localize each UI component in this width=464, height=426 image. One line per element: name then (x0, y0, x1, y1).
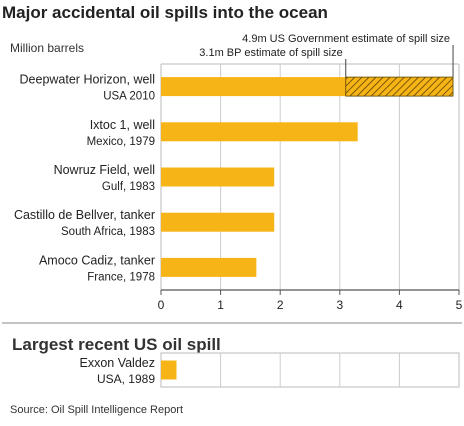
x-tick-label: 2 (277, 298, 284, 312)
unit-label: Million barrels (10, 41, 84, 55)
category-place-label: Gulf, 1983 (102, 181, 155, 193)
main-chart-area: Deepwater Horizon, well USA 2010 Ixtoc 1, … (14, 33, 463, 312)
chart-title: Major accidental oil spills into the oce… (2, 3, 328, 22)
second-category-place-label: USA, 1989 (97, 372, 155, 386)
category-label: Amoco Cadiz, tanker (39, 253, 155, 267)
bar (161, 212, 275, 232)
category-place-label: USA 2010 (103, 91, 155, 103)
source-note: Source: Oil Spill Intelligence Report (10, 404, 183, 416)
x-tick-label: 5 (456, 298, 463, 312)
x-tick-label: 4 (396, 298, 403, 312)
x-tick-label: 0 (158, 298, 165, 312)
bar (161, 77, 346, 97)
category-label: Deepwater Horizon, well (20, 73, 155, 87)
category-place-label: Mexico, 1979 (87, 136, 155, 148)
bar (161, 167, 275, 187)
bar-extension-hatched (345, 76, 454, 97)
annotation-label: 3.1m BP estimate of spill size (199, 47, 342, 59)
bar (161, 122, 358, 142)
second-bar (161, 360, 177, 380)
x-tick-label: 1 (217, 298, 224, 312)
x-tick-label: 3 (336, 298, 343, 312)
category-label: Castillo de Bellver, tanker (14, 208, 155, 222)
bar (161, 257, 257, 277)
category-place-label: France, 1978 (87, 271, 155, 283)
second-chart-title: Largest recent US oil spill (12, 335, 221, 354)
annotation-label: 4.9m US Government estimate of spill siz… (242, 33, 450, 45)
second-category-label: Exxon Valdez (79, 356, 155, 370)
second-chart-area: Exxon Valdez USA, 1989 (79, 352, 460, 388)
category-label: Nowruz Field, well (54, 163, 155, 177)
second-plot-frame (160, 352, 460, 388)
category-label: Ixtoc 1, well (90, 118, 155, 132)
category-place-label: South Africa, 1983 (61, 226, 155, 238)
